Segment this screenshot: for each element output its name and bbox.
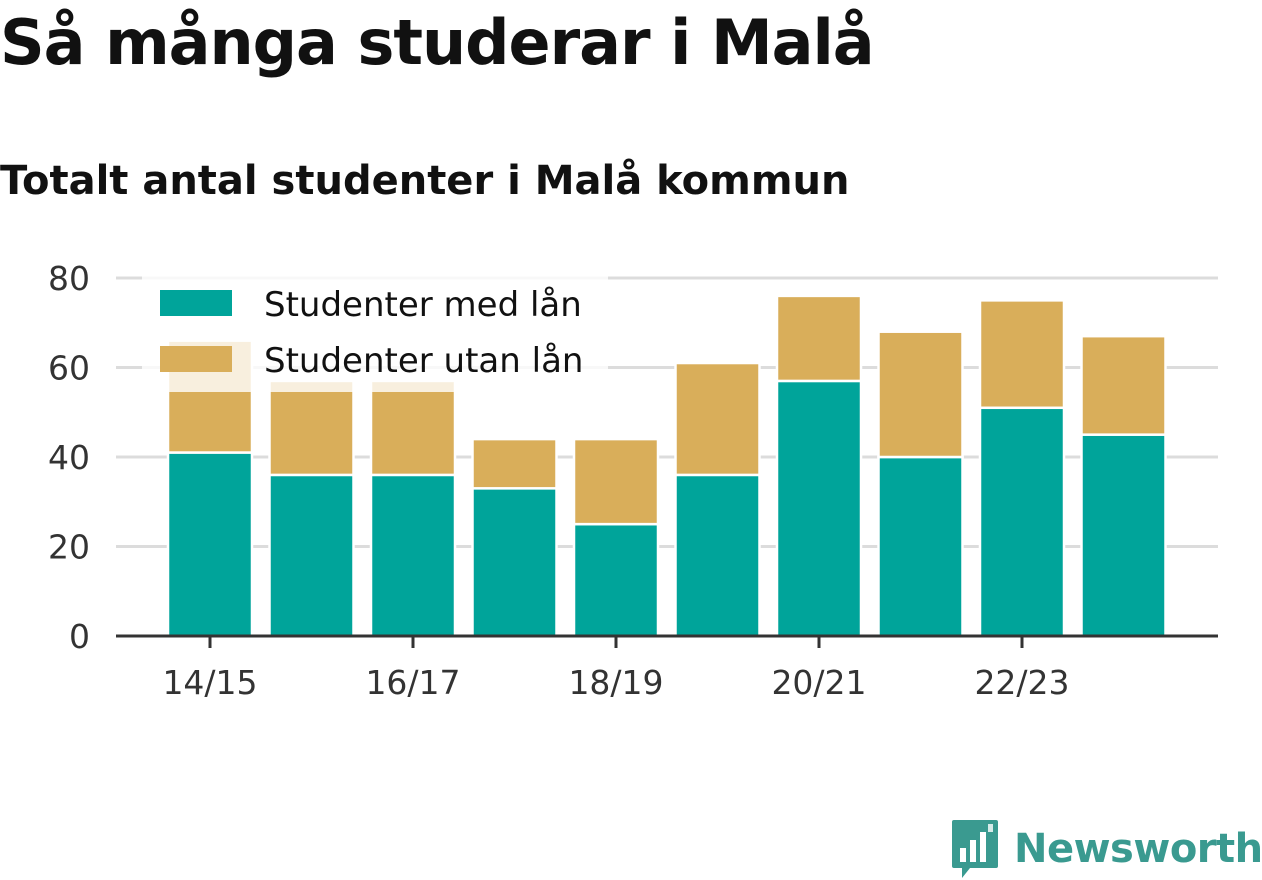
x-tick-label: 16/17 [365, 663, 460, 702]
y-tick-label: 80 [48, 259, 90, 298]
legend: Studenter med lån Studenter utan lån [142, 276, 608, 392]
y-tick-label: 60 [48, 349, 90, 388]
x-tick-label: 22/23 [974, 663, 1069, 702]
bar-segment-med-lan [978, 406, 1066, 638]
y-tick-label: 40 [48, 438, 90, 477]
chart-title: Så många studerar i Malå [0, 6, 875, 79]
bar-segment-utan-lan [572, 437, 660, 526]
axes: 0 20 40 60 80 14/15 16/17 18/19 20/21 22/23 [48, 259, 1218, 702]
bar-segment-med-lan [369, 473, 457, 638]
bar-segment-utan-lan [268, 379, 355, 477]
bar-segment-utan-lan [471, 437, 558, 490]
legend-swatch [160, 290, 232, 316]
bar-segment-utan-lan [775, 294, 863, 383]
bar-segment-med-lan [877, 455, 964, 638]
x-tick-label: 20/21 [771, 663, 866, 702]
bar-segment-med-lan [268, 473, 355, 638]
legend-label: Studenter med lån [264, 285, 582, 325]
bar-chart-speech-bubble-icon [952, 820, 998, 878]
legend-label: Studenter utan lån [264, 341, 583, 381]
legend-swatch [160, 346, 232, 372]
bar-segment-med-lan [1080, 433, 1167, 638]
bar-segment-utan-lan [877, 330, 964, 459]
bar-segment-med-lan [166, 451, 254, 638]
bar-segment-med-lan [775, 379, 863, 638]
bar-segment-utan-lan [1080, 334, 1167, 436]
logo-text: Newsworthy [1014, 826, 1262, 872]
x-tick-label: 18/19 [568, 663, 663, 702]
y-tick-label: 20 [48, 528, 90, 567]
y-tick-label: 0 [69, 617, 90, 656]
bar-segment-med-lan [674, 473, 761, 638]
bar-segment-med-lan [471, 487, 558, 638]
bar-segment-utan-lan [674, 361, 761, 477]
bar-segment-utan-lan [369, 379, 457, 477]
newsworthy-logo: Newsworthy [950, 818, 1262, 880]
chart-subtitle: Totalt antal studenter i Malå kommun [0, 158, 850, 204]
bar-segment-med-lan [572, 522, 660, 638]
x-tick-label: 14/15 [162, 663, 257, 702]
bar-segment-utan-lan [978, 299, 1066, 410]
